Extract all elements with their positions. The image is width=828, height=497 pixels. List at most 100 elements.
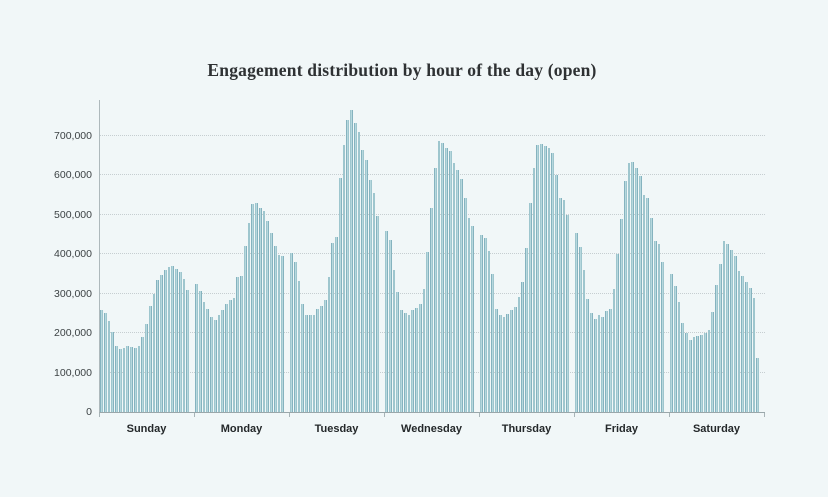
bar-wednesday-h3 xyxy=(396,292,399,412)
bar-friday-h23 xyxy=(661,262,664,412)
bar-friday-h22 xyxy=(657,244,661,412)
bar-sunday-h12 xyxy=(145,323,148,412)
bar-thursday-h1 xyxy=(483,237,487,412)
bar-saturday-h5 xyxy=(688,339,692,412)
x-axis-tick xyxy=(194,413,195,417)
bar-thursday-h12 xyxy=(525,247,528,412)
bar-tuesday-h3 xyxy=(301,304,304,412)
bar-friday-h13 xyxy=(623,181,627,412)
bar-saturday-h10 xyxy=(707,330,711,412)
bar-tuesday-h7 xyxy=(316,308,319,412)
bar-tuesday-h17 xyxy=(353,123,357,412)
x-axis-tick xyxy=(669,413,670,417)
bar-tuesday-h16 xyxy=(350,110,353,412)
bar-thursday-h19 xyxy=(551,152,554,412)
bar-monday-h20 xyxy=(270,232,273,412)
bar-friday-h19 xyxy=(646,197,649,412)
bar-sunday-h19 xyxy=(171,265,174,412)
bar-monday-h6 xyxy=(217,315,221,412)
bar-thursday-h8 xyxy=(510,310,513,412)
bar-monday-h16 xyxy=(255,202,258,412)
bar-sunday-h2 xyxy=(107,320,111,412)
bar-thursday-h5 xyxy=(498,315,502,412)
bar-wednesday-h15 xyxy=(441,142,444,412)
bar-tuesday-h1 xyxy=(293,261,297,412)
bar-tuesday-h8 xyxy=(320,305,323,412)
bar-monday-h10 xyxy=(232,298,236,412)
bar-wednesday-h14 xyxy=(437,141,441,412)
bar-sunday-h14 xyxy=(152,293,156,412)
day-group-sunday xyxy=(100,100,195,412)
bar-wednesday-h7 xyxy=(411,310,414,412)
day-group-wednesday xyxy=(385,100,480,412)
bar-friday-h15 xyxy=(631,161,634,412)
gridline xyxy=(100,174,765,176)
bar-tuesday-h2 xyxy=(297,280,301,412)
bar-thursday-h0 xyxy=(480,234,483,412)
y-tick-label: 600,000 xyxy=(54,169,92,182)
bar-thursday-h14 xyxy=(532,167,536,412)
bar-friday-h7 xyxy=(601,317,604,412)
bar-tuesday-h21 xyxy=(368,179,372,412)
x-axis-tick xyxy=(574,413,575,417)
bar-wednesday-h12 xyxy=(430,207,433,412)
x-axis-labels: Sunday Monday Tuesday Wednesday Thursday Frid… xyxy=(99,423,764,435)
bar-wednesday-h11 xyxy=(426,252,429,412)
bar-thursday-h23 xyxy=(566,214,569,412)
bar-friday-h9 xyxy=(608,308,612,412)
x-axis-tick xyxy=(99,413,100,417)
bar-thursday-h18 xyxy=(547,147,551,412)
bar-wednesday-h9 xyxy=(418,303,422,412)
bar-thursday-h15 xyxy=(536,144,539,412)
bar-friday-h17 xyxy=(638,176,642,412)
bar-wednesday-h23 xyxy=(471,225,474,412)
bar-tuesday-h20 xyxy=(365,159,368,412)
bar-sunday-h4 xyxy=(115,345,118,412)
bar-tuesday-h12 xyxy=(335,237,338,412)
bar-saturday-h20 xyxy=(745,281,748,412)
bar-sunday-h20 xyxy=(175,269,178,412)
bar-wednesday-h19 xyxy=(456,169,459,412)
bar-monday-h22 xyxy=(277,255,281,412)
bar-saturday-h0 xyxy=(670,273,673,412)
bar-thursday-h17 xyxy=(543,146,547,412)
bar-friday-h20 xyxy=(650,217,653,412)
bar-wednesday-h20 xyxy=(460,179,463,412)
bar-monday-h17 xyxy=(258,207,262,412)
bar-saturday-h2 xyxy=(677,301,681,412)
bar-saturday-h8 xyxy=(700,334,703,412)
bar-saturday-h19 xyxy=(741,276,744,412)
bar-monday-h8 xyxy=(225,303,228,412)
bar-tuesday-h4 xyxy=(305,315,308,412)
bar-tuesday-h10 xyxy=(327,277,331,412)
day-label-wednesday: Wednesday xyxy=(401,423,462,435)
bar-sunday-h23 xyxy=(186,289,189,412)
bar-saturday-h15 xyxy=(726,244,729,412)
y-tick-label: 400,000 xyxy=(54,248,92,261)
bar-monday-h2 xyxy=(202,302,206,412)
bar-sunday-h18 xyxy=(167,266,171,412)
bar-wednesday-h8 xyxy=(415,307,418,412)
bar-tuesday-h14 xyxy=(342,144,346,412)
bar-saturday-h11 xyxy=(711,311,714,412)
bar-tuesday-h0 xyxy=(290,252,293,412)
bar-monday-h21 xyxy=(273,245,277,412)
day-label-saturday: Saturday xyxy=(692,423,741,435)
bar-saturday-h7 xyxy=(696,335,699,412)
bar-sunday-h3 xyxy=(111,332,114,412)
bar-saturday-h18 xyxy=(737,271,741,412)
bar-monday-h1 xyxy=(198,290,202,412)
bar-thursday-h13 xyxy=(528,202,532,412)
bar-saturday-h9 xyxy=(703,333,707,412)
bar-friday-h14 xyxy=(627,162,631,412)
bar-friday-h10 xyxy=(612,289,616,412)
bar-monday-h19 xyxy=(266,220,269,412)
bar-wednesday-h13 xyxy=(433,167,437,412)
bar-thursday-h2 xyxy=(487,250,491,412)
bar-monday-h9 xyxy=(228,300,232,412)
bar-thursday-h7 xyxy=(506,313,509,412)
bar-tuesday-h11 xyxy=(331,242,334,412)
bar-friday-h8 xyxy=(605,310,608,412)
bar-saturday-h17 xyxy=(733,256,737,412)
bar-monday-h18 xyxy=(262,210,266,412)
